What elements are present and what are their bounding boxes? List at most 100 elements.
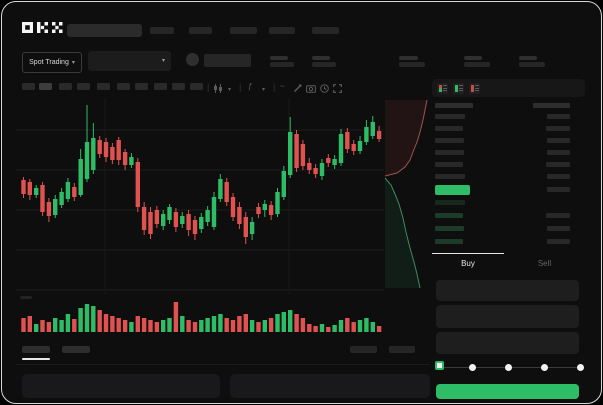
tab-buy[interactable]: Buy xyxy=(432,253,504,272)
candle-body xyxy=(294,134,299,168)
bid-amount-placeholder[interactable] xyxy=(546,213,570,218)
chevron-down-icon[interactable]: ▾ xyxy=(262,87,266,93)
slider-handle[interactable] xyxy=(435,361,444,370)
candle-body xyxy=(91,138,96,170)
candle-body xyxy=(110,147,115,160)
pair-dropdown[interactable]: ▾ xyxy=(88,51,171,71)
chevron-down-icon[interactable]: ▾ xyxy=(228,87,232,93)
ask-price-placeholder[interactable] xyxy=(435,150,464,155)
timeframe-button[interactable] xyxy=(135,83,148,90)
orders-toolbar-button[interactable] xyxy=(389,346,415,353)
indicator-icon[interactable]: ƒ xyxy=(248,82,253,91)
bid-price-placeholder[interactable] xyxy=(435,213,463,218)
bottom-tab[interactable] xyxy=(22,346,50,353)
camera-icon[interactable] xyxy=(306,84,316,93)
order-input-field[interactable] xyxy=(436,280,579,301)
timeframe-button[interactable] xyxy=(39,83,52,90)
timeframe-button[interactable] xyxy=(190,83,203,90)
ask-amount-placeholder[interactable] xyxy=(547,138,570,143)
volume-bar xyxy=(319,324,325,332)
pair-coin-icon[interactable] xyxy=(186,53,199,66)
bid-price-placeholder[interactable] xyxy=(435,226,464,231)
timeframe-button[interactable] xyxy=(22,83,35,90)
slider-step-dot[interactable] xyxy=(576,364,584,371)
orders-toolbar-button[interactable] xyxy=(350,346,377,353)
volume-bar xyxy=(230,320,236,332)
order-input-field[interactable] xyxy=(436,305,579,328)
candle-body xyxy=(141,207,147,230)
ask-price-placeholder[interactable] xyxy=(435,174,465,179)
buy-tab-label: Buy xyxy=(461,258,475,268)
chevron-down-icon: ▾ xyxy=(71,59,75,66)
ask-price-placeholder[interactable] xyxy=(435,114,465,119)
slider-step-dot[interactable] xyxy=(468,364,476,371)
candlestick-chart[interactable] xyxy=(16,98,384,294)
nav-item[interactable] xyxy=(189,27,212,34)
pair-name-placeholder[interactable] xyxy=(204,54,251,67)
ask-price-placeholder[interactable] xyxy=(435,162,463,167)
nav-item[interactable] xyxy=(312,27,339,34)
ask-amount-placeholder[interactable] xyxy=(546,162,570,167)
nav-item[interactable] xyxy=(230,27,257,34)
divider xyxy=(16,364,430,365)
volume-bar xyxy=(224,318,229,332)
timeframe-button[interactable] xyxy=(172,83,185,90)
ask-amount-placeholder[interactable] xyxy=(546,126,570,131)
timeframe-button[interactable] xyxy=(154,83,167,90)
tab-sell[interactable]: Sell xyxy=(504,253,585,272)
volume-bar xyxy=(275,314,280,332)
market-type-selector[interactable]: Spot Trading ▾ xyxy=(22,52,82,73)
asks-only-icon[interactable] xyxy=(469,82,480,94)
last-price-indicator[interactable] xyxy=(435,185,470,195)
depth-chart[interactable] xyxy=(384,98,430,291)
draw-icon[interactable] xyxy=(293,84,302,93)
history-icon[interactable] xyxy=(320,84,329,93)
bottom-tab[interactable] xyxy=(62,346,90,353)
amount-slider[interactable] xyxy=(440,366,584,368)
fullscreen-icon[interactable] xyxy=(333,84,342,93)
volume-bar xyxy=(65,314,71,332)
buy-button[interactable] xyxy=(436,384,579,399)
volume-bar xyxy=(307,324,312,332)
timeframe-button[interactable] xyxy=(77,83,90,90)
stat-value xyxy=(464,62,490,67)
volume-bar xyxy=(34,324,39,332)
ask-price-placeholder[interactable] xyxy=(435,138,464,143)
slider-step-dot[interactable] xyxy=(504,364,512,371)
stat-value xyxy=(519,62,545,67)
combined-book-icon[interactable] xyxy=(437,82,448,94)
timeframe-button[interactable] xyxy=(59,83,72,90)
ask-amount-placeholder[interactable] xyxy=(547,114,570,119)
search-input[interactable] xyxy=(67,24,142,37)
ask-price-placeholder[interactable] xyxy=(435,126,463,131)
ask-amount-placeholder[interactable] xyxy=(547,174,570,179)
slider-step-dot[interactable] xyxy=(540,364,548,371)
candle-body xyxy=(192,220,198,234)
line-style-icon[interactable]: ~ xyxy=(280,82,285,91)
volume-bar xyxy=(116,318,121,332)
timeframe-button[interactable] xyxy=(97,83,110,90)
candle-body xyxy=(78,159,83,195)
volume-bar xyxy=(46,322,52,332)
timeframe-button[interactable] xyxy=(117,83,130,90)
bid-amount-placeholder[interactable] xyxy=(547,239,570,244)
ask-amount-placeholder[interactable] xyxy=(547,150,570,155)
bids-only-icon[interactable] xyxy=(453,82,464,94)
okx-logo xyxy=(22,22,63,33)
candle-body xyxy=(218,179,223,199)
bid-price-placeholder[interactable] xyxy=(435,200,465,205)
candle-body xyxy=(135,162,140,207)
candle-body xyxy=(173,212,179,227)
volume-chart[interactable] xyxy=(16,294,384,334)
volume-bar xyxy=(192,322,198,332)
bid-price-placeholder[interactable] xyxy=(435,239,463,244)
bid-amount-placeholder[interactable] xyxy=(547,226,570,231)
candle-body xyxy=(186,214,191,230)
volume-bar xyxy=(129,322,134,332)
candle-body xyxy=(84,142,90,179)
nav-item[interactable] xyxy=(150,27,174,34)
volume-bar xyxy=(281,312,286,332)
nav-item[interactable] xyxy=(269,27,295,34)
order-input-field[interactable] xyxy=(436,332,579,354)
candles-icon[interactable] xyxy=(213,84,223,93)
